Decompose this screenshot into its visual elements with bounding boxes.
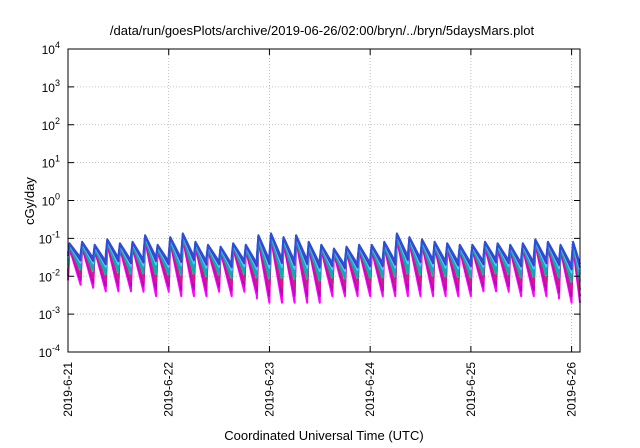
y-tick-label: 103 [42, 78, 60, 95]
y-tick-label: 10-1 [39, 229, 60, 246]
y-tick-label: 101 [42, 154, 60, 171]
y-tick-label: 100 [42, 192, 60, 209]
x-tick-label: 2019-6-21 [61, 362, 75, 417]
y-tick-label: 104 [42, 40, 60, 57]
x-ticks: 2019-6-21 2019-6-22 2019-6-23 2019-6-24 2019… [61, 49, 579, 417]
x-tick-label: 2019-6-25 [464, 362, 478, 417]
y-tick-label: 10-3 [39, 305, 60, 322]
y-tick-label: 102 [42, 116, 60, 133]
series-line-8 [67, 232, 581, 267]
y-ticks: 10-4 10-3 10-2 10-1 100 101 102 103 104 [39, 40, 580, 360]
series-lines [67, 232, 581, 304]
x-tick-label: 2019-6-26 [565, 362, 579, 417]
y-tick-label: 10-2 [39, 267, 60, 284]
y-axis-label: cGy/day [22, 177, 37, 225]
x-axis-label: Coordinated Universal Time (UTC) [224, 428, 423, 443]
x-tick-label: 2019-6-24 [363, 362, 377, 417]
x-tick-label: 2019-6-23 [262, 362, 276, 417]
y-tick-label: 10-4 [39, 343, 60, 360]
grid-lines [68, 49, 580, 352]
chart-title: /data/run/goesPlots/archive/2019-06-26/0… [110, 23, 535, 38]
x-tick-label: 2019-6-22 [162, 362, 176, 417]
